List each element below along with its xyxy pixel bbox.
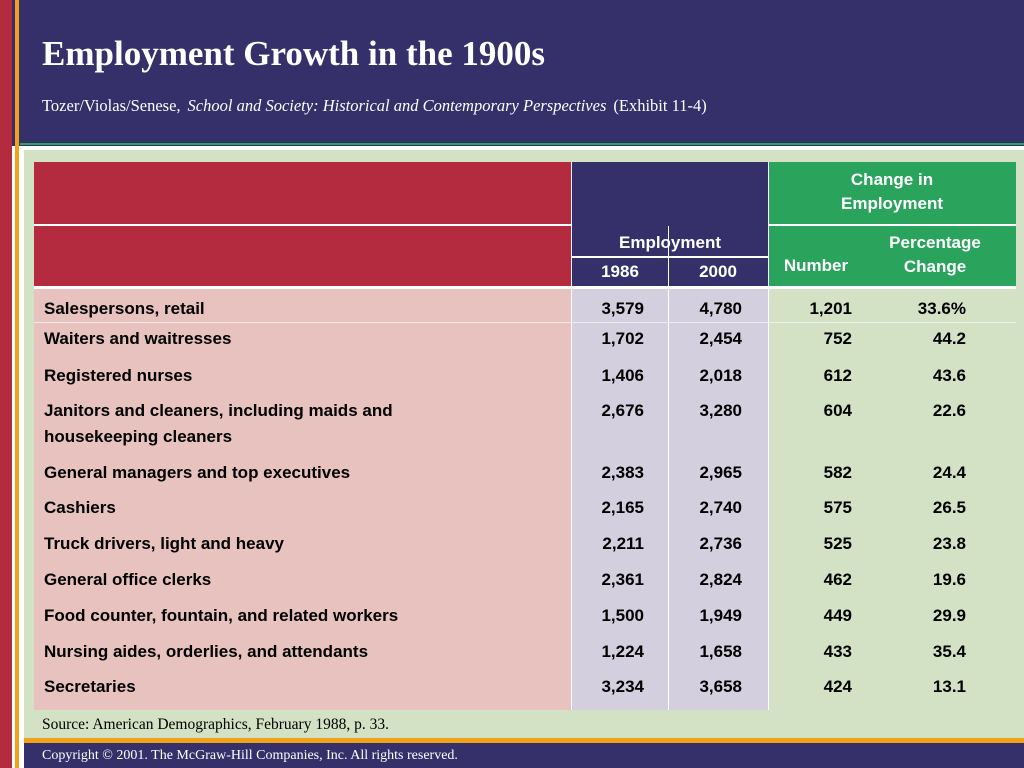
column-divider <box>768 162 769 710</box>
employment-2000-cell: 3,658 <box>699 677 742 696</box>
header-change-line2: Employment <box>840 194 944 213</box>
employment-1986-cell: 1,500 <box>601 606 644 625</box>
change-percent-cell: 13.1 <box>932 677 966 696</box>
slide-citation: Tozer/Violas/Senese, School and Society: … <box>42 96 707 116</box>
change-percent-cell: 35.4 <box>932 642 966 661</box>
header-pct-line2: Change <box>903 257 967 276</box>
employment-1986-cell: 3,234 <box>601 677 644 696</box>
header-percentage-change: Percentage Change <box>864 231 1006 279</box>
slide-header: Employment Growth in the 1900s Tozer/Vio… <box>0 0 1024 146</box>
copyright-text: Copyright © 2001. The McGraw-Hill Compan… <box>42 748 458 763</box>
change-percent-cell: 24.4 <box>932 463 966 482</box>
change-number-cell: 582 <box>823 463 852 482</box>
change-number-cell: 424 <box>823 677 852 696</box>
employment-1986-cell: 1,406 <box>601 366 644 385</box>
employment-2000-cell: 2,824 <box>699 570 742 589</box>
header-change-in-employment: Change in Employment <box>768 168 1016 216</box>
column-divider <box>571 162 572 710</box>
employment-2000-cell: 1,949 <box>699 606 742 625</box>
header-employment: Employment <box>618 233 722 252</box>
change-percent-cell: 43.6 <box>932 366 966 385</box>
column-divider <box>668 226 669 710</box>
left-accent-red <box>0 146 12 746</box>
employment-2000-cell: 3,280 <box>699 401 742 420</box>
change-number-cell: 433 <box>823 642 852 661</box>
header-accent-green <box>20 143 1024 145</box>
employment-2000-cell: 4,780 <box>699 299 742 318</box>
header-bottom-rule <box>34 286 1016 289</box>
change-percent-cell: 19.6 <box>932 570 966 589</box>
change-number-cell: 604 <box>823 401 852 420</box>
employment-1986-cell: 1,224 <box>601 642 644 661</box>
change-percent-cell: 26.5 <box>932 498 966 517</box>
left-accent-orange <box>15 146 19 746</box>
change-number-cell: 612 <box>823 366 852 385</box>
footer-accent-orange <box>24 738 1024 743</box>
header-year-2000: 2000 <box>699 262 737 281</box>
employment-1986-cell: 1,702 <box>601 329 644 348</box>
change-number-cell: 525 <box>823 534 852 553</box>
employment-2000-cell: 2,965 <box>699 463 742 482</box>
change-number-cell: 449 <box>823 606 852 625</box>
header-employment-cell <box>572 162 768 286</box>
source-note: Source: American Demographics, February … <box>42 716 389 733</box>
employment-1986-cell: 2,165 <box>601 498 644 517</box>
change-percent-cell: 22.6 <box>932 401 966 420</box>
header-pct-line1: Percentage <box>889 233 981 252</box>
employment-2000-cell: 2,736 <box>699 534 742 553</box>
citation-book: School and Society: Historical and Conte… <box>187 96 607 115</box>
employment-2000-cell: 2,740 <box>699 498 742 517</box>
header-accent-orange <box>15 0 19 146</box>
occupation-cell: Food counter, fountain, and related work… <box>44 606 399 625</box>
footer-accent-red <box>0 746 12 768</box>
header-divider <box>34 224 572 226</box>
occupation-cell: Nursing aides, orderlies, and attendants <box>44 642 369 661</box>
header-divider <box>572 256 768 258</box>
header-change-line1: Change in <box>850 170 934 189</box>
occupation-cell: Truck drivers, light and heavy <box>44 534 284 553</box>
change-number-cell: 1,201 <box>809 299 852 318</box>
change-percent-cell: 44.2 <box>932 329 966 348</box>
citation-exhibit: (Exhibit 11-4) <box>613 96 707 115</box>
employment-1986-cell: 2,383 <box>601 463 644 482</box>
slide-title: Employment Growth in the 1900s <box>42 34 545 73</box>
slide-footer: Copyright © 2001. The McGraw-Hill Compan… <box>24 743 1024 768</box>
employment-table: Change in Employment Employment 1986 200… <box>34 162 1016 710</box>
change-number-cell: 575 <box>823 498 852 517</box>
occupation-cell: Janitors and cleaners, including maids a… <box>44 401 393 446</box>
employment-2000-cell: 1,658 <box>699 642 742 661</box>
employment-2000-cell: 2,454 <box>699 329 742 348</box>
occupation-cell: General managers and top executives <box>44 463 351 482</box>
occupation-cell: Secretaries <box>44 677 136 696</box>
employment-2000-cell: 2,018 <box>699 366 742 385</box>
change-number-cell: 752 <box>823 329 852 348</box>
occupation-cell: Cashiers <box>44 498 116 517</box>
change-percent-cell: 23.8 <box>932 534 966 553</box>
change-number-cell: 462 <box>823 570 852 589</box>
footer-accent-orange-left <box>15 746 19 768</box>
occupation-cell: Registered nurses <box>44 366 193 385</box>
header-year-1986: 1986 <box>601 262 639 281</box>
employment-1986-cell: 3,579 <box>601 299 644 318</box>
occupation-cell: Salespersons, retail <box>44 299 205 318</box>
header-number: Number <box>783 256 849 275</box>
employment-1986-cell: 2,361 <box>601 570 644 589</box>
row-divider <box>34 322 1016 323</box>
occupation-cell: General office clerks <box>44 570 212 589</box>
header-accent-red <box>0 0 12 146</box>
change-percent-cell: 33.6% <box>917 299 966 318</box>
citation-authors: Tozer/Violas/Senese, <box>42 96 181 115</box>
employment-1986-cell: 2,211 <box>602 534 644 553</box>
occupation-cell: Waiters and waitresses <box>44 329 232 348</box>
change-percent-cell: 29.9 <box>932 606 966 625</box>
employment-1986-cell: 2,676 <box>601 401 644 420</box>
header-divider <box>768 224 1016 226</box>
